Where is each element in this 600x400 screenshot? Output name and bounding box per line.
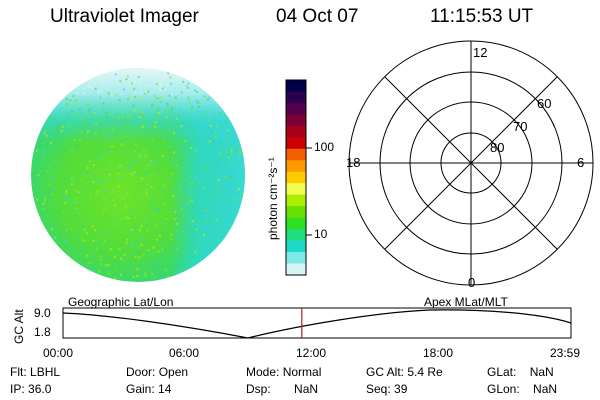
geographic-label: Geographic Lat/Lon [68,295,174,309]
colorbar-cell [286,229,306,242]
mlt-label-12: 12 [473,45,488,60]
colorbar-cell [286,114,306,127]
colorbar-tick-10: 10 [314,227,328,241]
x-tick-0600: 06:00 [169,346,200,360]
colorbar-cell [286,263,306,276]
colorbar-cell [286,171,306,184]
colorbar-cell [286,217,306,230]
mlt-label-6: 6 [577,155,585,170]
status-mode: Mode: Normal [246,365,322,379]
status-glon: GLon: NaN [487,382,558,396]
status-gain: Gain: 14 [126,382,172,396]
colorbar-cell [286,137,306,150]
colorbar-cell [286,240,306,253]
status-filter: Flt: LBHL [10,365,61,379]
date-label: 04 Oct 07 [276,6,359,27]
colorbar-cell [286,125,306,138]
lat-label-70: 70 [513,119,528,134]
altitude-curve [62,309,572,339]
colorbar-cell [286,160,306,173]
status-dsp: Dsp: NaN [246,382,319,396]
colorbar-cell [286,148,306,161]
status-door: Door: Open [126,365,189,379]
mlt-label-0: 0 [468,275,476,290]
status-seq: Seq: 39 [366,382,408,396]
x-tick-1800: 18:00 [423,346,454,360]
status-ip: IP: 36.0 [10,382,52,396]
colorbar-cell [286,194,306,207]
time-label: 11:15:53 UT [430,6,534,27]
colorbar-cell [286,252,306,265]
gc-alt-ymax: 9.0 [34,306,51,320]
colorbar-cell [286,80,306,93]
lat-label-80: 80 [490,140,505,155]
x-tick-1200: 12:00 [296,346,327,360]
colorbar-cell [286,91,306,104]
colorbar-tick-100: 100 [314,140,335,154]
x-tick-0000: 00:00 [43,346,74,360]
colorbar-cell [286,206,306,219]
status-glat: GLat: NaN [487,365,554,379]
colorbar-cell [286,102,306,116]
colorbar-cell [286,183,306,196]
status-gc-alt: GC Alt: 5.4 Re [366,365,443,379]
lat-label-60: 60 [537,96,552,111]
apex-label: Apex MLat/MLT [424,295,508,309]
gc-alt-ymin: 1.8 [34,325,51,339]
mlt-label-18: 18 [346,155,361,170]
x-tick-2359: 23:59 [550,346,581,360]
instrument-title: Ultraviolet Imager [50,6,199,27]
